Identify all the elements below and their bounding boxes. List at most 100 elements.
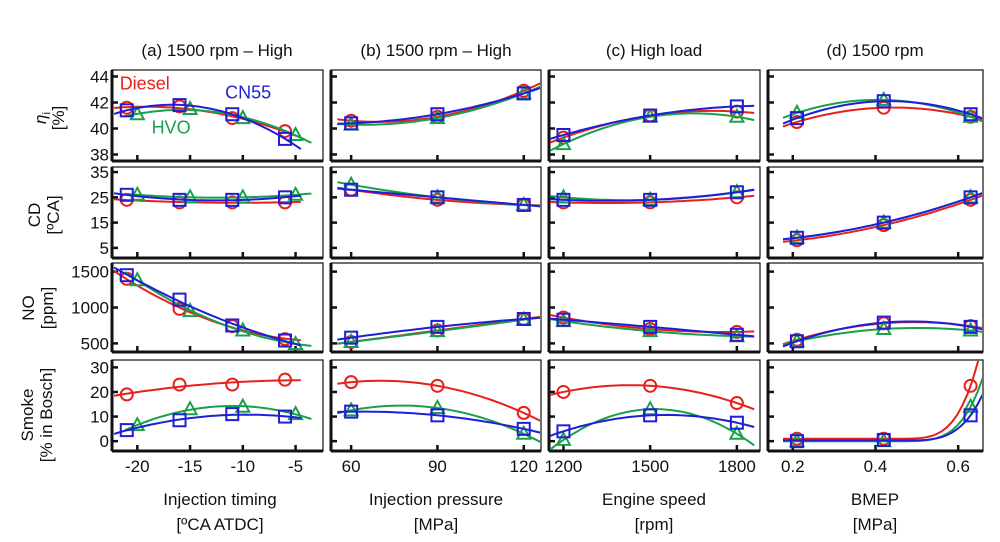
marker-hvo [555,188,572,204]
marker-cn55 [278,409,293,424]
series-line-diesel [782,194,982,243]
marker-cn55 [225,107,240,122]
marker-hvo [429,322,446,338]
series-hvo [550,318,755,338]
marker-hvo [728,107,746,123]
row-unit-no: [ppm] [38,287,57,330]
x-tick-label: 120 [510,457,538,476]
panel-c-row2 [547,166,761,260]
x-tick-label: 0.2 [781,457,805,476]
marker-cn55 [963,319,978,334]
panel-a-row1: 38 40 42 44 Diesel CN55 HVO [90,68,324,165]
x-tick-label: 1800 [718,457,756,476]
x-axis-labels: Injection timing [ºCA ATDC] Injection pr… [163,490,899,534]
x-unit-b: [MPa] [414,515,458,534]
legend-label-diesel: Diesel [120,74,170,94]
marker-cn55 [876,432,891,447]
panel-b-row1 [329,69,542,163]
marker-cn55 [344,116,359,131]
panel-c-row3 [547,262,761,354]
marker-cn55 [556,312,571,327]
series-line-diesel [114,198,301,204]
marker-diesel [729,396,744,411]
series-line-cn55 [783,393,982,442]
marker-diesel [643,378,658,393]
y-tick-label: 44 [90,68,109,87]
marker-cn55 [172,192,187,207]
panel-frame [330,166,542,259]
marker-cn55 [278,190,293,205]
row-title-no: NO [19,295,38,321]
row-label-no: NO [ppm] [19,287,57,330]
marker-cn55 [119,187,134,202]
marker-cn55 [225,318,240,333]
series-cn55 [113,192,301,202]
marker-diesel [344,375,359,390]
marker-cn55 [430,319,445,334]
marker-hvo [555,135,572,151]
series-line-hvo [550,112,755,152]
panel-frame [548,166,761,259]
panel-b-row3 [329,262,542,354]
marker-cn55 [225,192,240,207]
row-title-smoke: Smoke [18,389,37,442]
marker-cn55 [516,86,531,101]
marker-hvo [342,401,360,417]
marker-cn55 [789,434,804,449]
series-cn55 [113,103,302,150]
series-line-cn55 [550,317,755,338]
column-title-d: (d) 1500 rpm [826,41,923,60]
y-tick-label: 20 [90,383,109,402]
marker-diesel [278,124,293,139]
series-cn55 [782,320,982,348]
marker-hvo [641,322,659,338]
y-tick-label: 38 [90,146,109,165]
marker-diesel [430,378,445,393]
panel-d-row1 [766,69,984,163]
x-label-c: Engine speed [602,490,706,509]
series-line-hvo [337,404,540,443]
panel-a-row4: 0 10 20 30 -20 -15 -10 -5 [90,358,324,476]
marker-hvo [728,424,746,440]
series-line-hvo [782,192,982,241]
marker-hvo [129,416,146,432]
legend-label-hvo: HVO [152,118,191,138]
row-unit-efficiency: [%] [49,106,68,131]
marker-hvo [555,430,572,446]
panel-c-row1 [547,69,761,163]
marker-hvo [515,424,532,440]
marker-hvo [641,400,659,416]
series-cn55 [783,393,982,442]
marker-diesel [516,405,531,420]
y-tick-label: 42 [90,94,109,113]
marker-hvo [962,321,979,337]
marker-hvo [234,397,251,413]
series-line-hvo [550,318,755,338]
x-tick-label: -10 [231,457,256,476]
marker-hvo [181,301,199,318]
series-line-cn55 [782,192,982,241]
column-title-a: (a) 1500 rpm – High [141,41,292,60]
marker-hvo [129,185,146,201]
series-line-cn55 [337,87,540,125]
series-cn55 [550,413,755,438]
series-line-hvo [124,271,312,347]
x-tick-label: 1500 [631,457,669,476]
marker-cn55 [430,107,445,122]
series-line-cn55 [113,266,302,347]
x-tick-label: -15 [178,457,203,476]
marker-cn55 [876,315,891,330]
series-diesel [114,198,301,204]
marker-diesel [225,377,240,392]
marker-cn55 [876,94,891,109]
marker-cn55 [516,421,531,436]
marker-cn55 [729,99,744,114]
marker-cn55 [278,333,293,348]
marker-cn55 [643,108,658,123]
marker-cn55 [172,98,187,113]
series-cn55 [782,192,982,241]
svg-text:ηi: ηi [31,112,53,124]
x-tick-label: 0.4 [864,457,888,476]
series-line-cn55 [337,187,540,208]
marker-cn55 [789,111,804,126]
